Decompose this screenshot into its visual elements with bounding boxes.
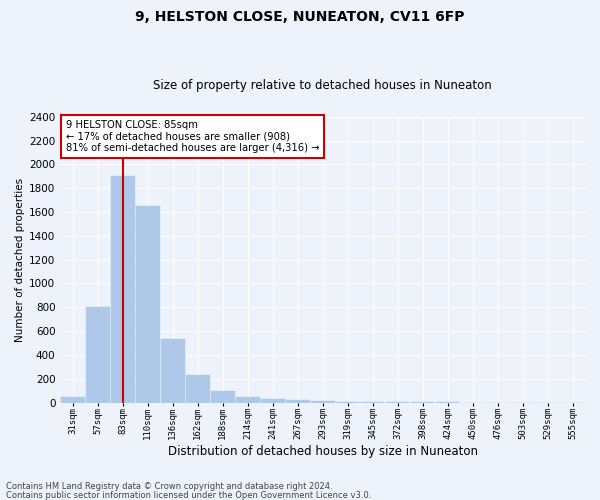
Text: 9, HELSTON CLOSE, NUNEATON, CV11 6FP: 9, HELSTON CLOSE, NUNEATON, CV11 6FP xyxy=(135,10,465,24)
Text: 9 HELSTON CLOSE: 85sqm
← 17% of detached houses are smaller (908)
81% of semi-de: 9 HELSTON CLOSE: 85sqm ← 17% of detached… xyxy=(65,120,319,153)
Bar xyxy=(286,400,310,402)
Bar xyxy=(161,340,185,402)
Bar xyxy=(236,396,260,402)
Bar xyxy=(211,390,235,402)
Bar xyxy=(111,176,134,402)
Y-axis label: Number of detached properties: Number of detached properties xyxy=(15,178,25,342)
Text: Contains public sector information licensed under the Open Government Licence v3: Contains public sector information licen… xyxy=(6,490,371,500)
Bar xyxy=(261,399,284,402)
Bar xyxy=(136,206,160,402)
X-axis label: Distribution of detached houses by size in Nuneaton: Distribution of detached houses by size … xyxy=(167,444,478,458)
Text: Contains HM Land Registry data © Crown copyright and database right 2024.: Contains HM Land Registry data © Crown c… xyxy=(6,482,332,491)
Bar xyxy=(86,308,110,402)
Bar xyxy=(61,396,85,402)
Title: Size of property relative to detached houses in Nuneaton: Size of property relative to detached ho… xyxy=(153,79,492,92)
Bar xyxy=(186,374,209,402)
